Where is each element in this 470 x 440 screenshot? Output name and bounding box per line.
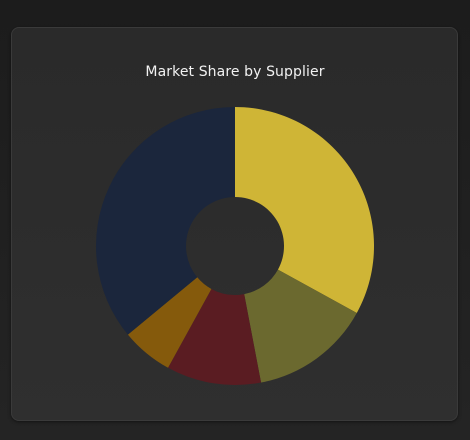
chart-title: Market Share by Supplier [145, 64, 325, 80]
donut-slice-3 [168, 288, 262, 386]
donut-slice-4 [127, 277, 212, 368]
donut-slice-1 [235, 107, 374, 313]
donut-slice-5 [95, 107, 235, 335]
donut-slice-2 [244, 269, 357, 383]
